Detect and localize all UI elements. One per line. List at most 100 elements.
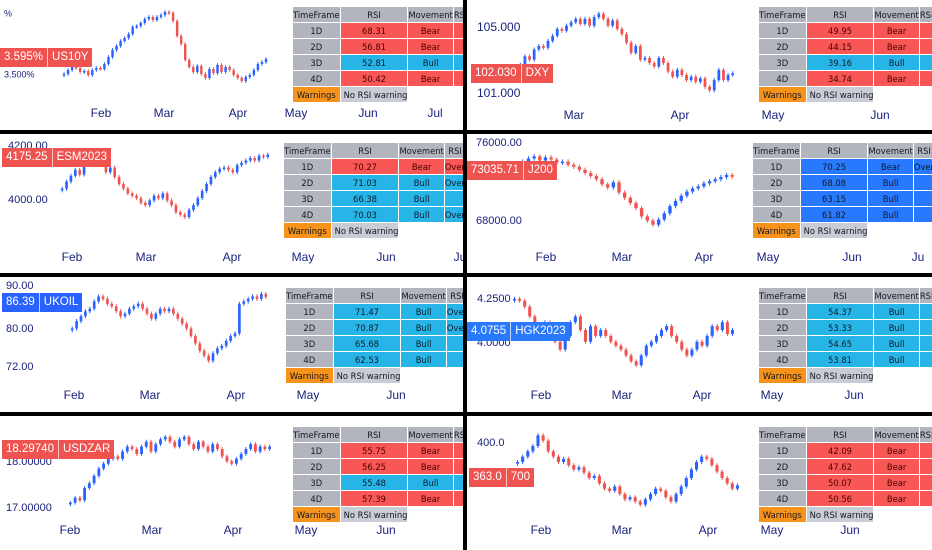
candle-body (671, 71, 675, 77)
movement-cell: Bull (400, 335, 447, 352)
candle-body (652, 63, 656, 67)
rsi-value-cell: 53.33 (805, 319, 875, 336)
table-header: RSI (330, 142, 400, 159)
candle-body (262, 155, 265, 158)
warnings-label: Warnings (283, 222, 332, 239)
candle-body (127, 34, 130, 38)
candle-body (103, 64, 106, 69)
x-axis-label: Apr (699, 523, 718, 537)
table-header: Movement (407, 6, 454, 23)
rsi-value-cell: 63.15 (799, 190, 869, 207)
candlestick-chart: 90.00 80.00 72.00 Feb Mar Apr May Jun (6, 280, 406, 402)
chart-panel-us10y[interactable]: % 3.500% Feb Mar Apr May Jun Jul 3.595% US10Y Time… (0, 0, 463, 130)
chart-panel-dxy[interactable]: 105.000 101.000 Mar Apr May Jun 102.030 DXY Time… (467, 0, 932, 130)
table-header: TimeFrame (292, 6, 341, 23)
table-header: TimeFrame (285, 287, 334, 304)
rsi-value-cell: 66.38 (330, 190, 400, 207)
chart-panel-700[interactable]: 400.0 Feb Mar Apr May Jun 363.0 700 TimeFrame RSI… (467, 416, 932, 550)
candle-body (685, 191, 689, 196)
last-price: 4175.25 (6, 151, 48, 163)
warnings-value: No RSI warning (339, 506, 409, 523)
rsi-value-cell: 61.82 (799, 206, 869, 223)
table-header: Movement (400, 287, 447, 304)
price-tag: 86.39 UKOIL (2, 293, 83, 312)
table-header: Movement (873, 426, 920, 443)
x-axis-label: Ju (912, 250, 925, 264)
candle-body (163, 436, 167, 440)
candle-body (532, 49, 536, 60)
candlestick-chart: 400.0 Feb Mar Apr May Jun (477, 433, 860, 537)
rsi-status-cell: OK (918, 474, 932, 491)
movement-cell: Bear (873, 70, 920, 87)
candle-body (66, 70, 70, 74)
rsi-status-cell: OK (445, 335, 463, 352)
rsi-value-cell: 70.27 (330, 158, 400, 175)
candle-body (135, 26, 138, 28)
candle-body (597, 13, 601, 18)
candle-body (541, 435, 545, 441)
candle-body (537, 46, 541, 50)
x-axis-label: May (761, 523, 784, 537)
rsi-value-cell: 44.15 (805, 38, 875, 55)
chart-panel-esm2023[interactable]: 4200.004000.00FebMarAprMayJunJu4175.25ES… (0, 134, 463, 273)
movement-cell: Bear (407, 442, 454, 459)
candle-body (628, 197, 633, 203)
candle-body (696, 186, 700, 189)
last-price: 102.030 (475, 67, 517, 79)
x-axis-label: Apr (695, 250, 714, 264)
timeframe-cell: 1D (292, 442, 341, 459)
warnings-value: No RSI warning (799, 222, 869, 239)
candle-body (717, 69, 721, 81)
candle-body (154, 444, 158, 452)
timeframe-cell: 4D (758, 70, 807, 87)
rsi-status-cell: OK (452, 442, 463, 459)
candle-body (712, 80, 716, 91)
movement-cell: Bear (407, 70, 454, 87)
candle-body (523, 300, 527, 307)
x-axis-label: Feb (60, 523, 81, 537)
candle-body (119, 311, 122, 317)
table-header: TimeFrame (758, 6, 807, 23)
table-header: RSI Status (918, 6, 932, 23)
timeframe-cell: 1D (758, 22, 807, 39)
candle-body (555, 29, 559, 36)
rsi-status-cell: Overbought (443, 158, 463, 175)
candle-body (218, 168, 221, 173)
candle-body (263, 446, 267, 450)
chart-panel-usdzar[interactable]: 18.00000 17.00000 Feb Mar Apr May Jun 18.29740 U… (0, 416, 463, 550)
candle-body (730, 330, 734, 334)
candle-body (685, 349, 689, 356)
candle-body (144, 441, 148, 447)
candle-body (602, 13, 605, 19)
candle-body (258, 446, 262, 452)
candle-body (244, 449, 248, 454)
candle-body (566, 161, 570, 165)
y-axis-label: 90.00 (6, 280, 34, 292)
candle-body (619, 345, 623, 350)
rsi-value-cell: 34.74 (805, 70, 875, 87)
table-header: RSI Status (912, 142, 932, 159)
candle-body (192, 67, 195, 72)
symbol-name: ESM2023 (51, 148, 112, 167)
timeframe-cell: 3D (292, 474, 341, 491)
candle-body (562, 458, 566, 462)
x-axis-label: Apr (223, 250, 242, 264)
candle-body (70, 328, 74, 331)
symbol-name: 700 (505, 468, 534, 487)
candle-body (202, 350, 206, 356)
timeframe-cell: 2D (758, 38, 807, 55)
candle-body (182, 436, 186, 440)
candle-body (679, 195, 683, 201)
y-axis-label: 4.2500 (477, 293, 511, 305)
candle-body (531, 446, 535, 452)
chart-panel-ukoil[interactable]: 90.00 80.00 72.00 Feb Mar Apr May Jun 86.39 UKOIL… (0, 277, 463, 412)
candle-body (178, 439, 181, 447)
chart-panel-j200[interactable]: 76000.00 68000.00 Feb Mar Apr May Jun Ju 73035.7… (467, 134, 932, 273)
warnings-value: No RSI warning (805, 367, 875, 384)
chart-panel-hgk2023[interactable]: 4.2500 4.0000 Feb Mar Apr May Jun 4.0755 HGK2023… (467, 277, 932, 412)
